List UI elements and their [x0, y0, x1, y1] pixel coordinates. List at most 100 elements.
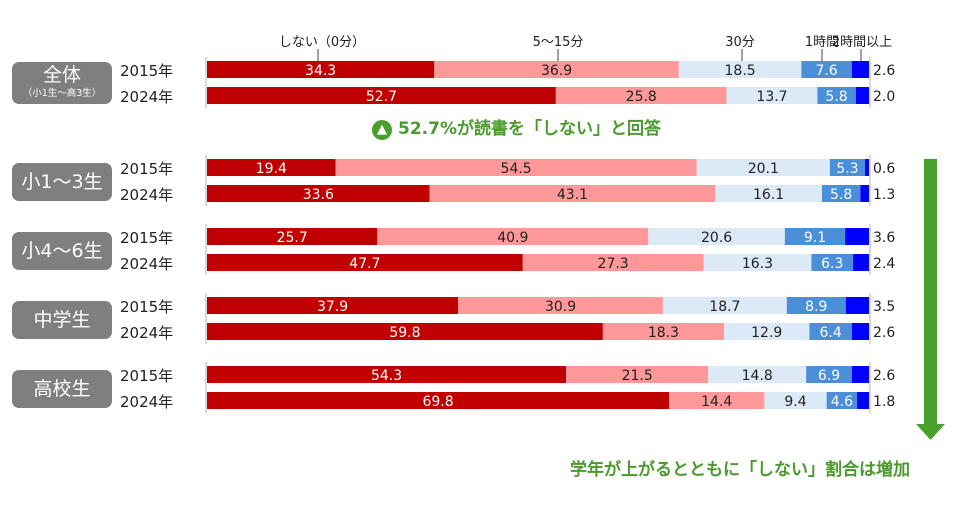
bar-segment [555, 87, 727, 104]
year-label: 2024年 [120, 393, 173, 411]
bar-segment [648, 228, 785, 245]
legend-label: 30分 [725, 35, 755, 50]
data-label: 2.6 [873, 368, 895, 384]
bar-segment [845, 297, 869, 314]
data-label: 54.3 [371, 368, 402, 384]
bar-segment [715, 185, 822, 202]
data-label: 40.9 [497, 230, 528, 246]
year-label: 2015年 [120, 160, 173, 178]
group-sublabel: （小1生～高3生） [22, 88, 102, 99]
year-label: 2024年 [120, 186, 173, 204]
data-label: 47.7 [349, 256, 380, 272]
bar-segment [851, 323, 869, 340]
year-label: 2015年 [120, 367, 173, 385]
data-label: 18.7 [709, 299, 740, 315]
bar-segment [784, 228, 846, 245]
bar-segment [207, 228, 378, 245]
bar-segment [207, 87, 556, 104]
data-label: 1.8 [873, 394, 895, 410]
bar-segment [678, 61, 802, 78]
data-label: 33.6 [303, 187, 334, 203]
bar-segment [669, 392, 765, 409]
data-label: 19.4 [256, 161, 287, 177]
bar-segment [821, 185, 861, 202]
bar-segment [207, 323, 603, 340]
group-label-all: 全体 （小1生～高3生） [12, 62, 112, 104]
data-label: 6.9 [818, 368, 840, 384]
bar-segment [826, 392, 858, 409]
bar-segment [207, 366, 567, 383]
bar-segment [855, 87, 869, 104]
bar-segment [696, 159, 830, 176]
legend-label: しない（0分） [279, 35, 365, 50]
group-label-text: 全体 [42, 64, 81, 86]
year-label: 2015年 [120, 229, 173, 247]
bar-segment [865, 159, 869, 176]
bar-segment [801, 61, 852, 78]
bar-segment [851, 61, 869, 78]
data-label: 1.3 [873, 187, 895, 203]
data-label: 20.6 [701, 230, 732, 246]
bar-segment [429, 185, 716, 202]
data-label: 59.8 [389, 325, 420, 341]
data-label: 36.9 [541, 63, 572, 79]
data-label: 25.7 [277, 230, 308, 246]
data-label: 34.3 [305, 63, 336, 79]
group-label-text: 小1～3生 [21, 171, 103, 193]
data-label: 2.6 [873, 325, 895, 341]
legend-label: 5～15分 [533, 35, 584, 50]
highlight-note: ▲ 52.7%が読書を「しない」と回答 [372, 114, 661, 140]
down-arrow-icon [924, 159, 937, 424]
bar-segment [853, 254, 869, 271]
year-label: 2015年 [120, 62, 173, 80]
data-label: 16.3 [742, 256, 773, 272]
data-label: 5.8 [825, 89, 847, 105]
data-label: 52.7 [366, 89, 397, 105]
data-label: 25.8 [626, 89, 657, 105]
data-label: 18.3 [648, 325, 679, 341]
data-label: 4.6 [831, 394, 853, 410]
bar-segment [845, 228, 869, 245]
bar-segment [335, 159, 697, 176]
group-label-text: 高校生 [33, 378, 91, 400]
data-label: 37.9 [317, 299, 348, 315]
year-label: 2024年 [120, 324, 173, 342]
up-arrow-circle-icon: ▲ [372, 120, 392, 140]
highlight-text: 52.7%が読書を「しない」と回答 [398, 119, 661, 139]
legend-label: 1時間 [805, 35, 839, 50]
data-label: 0.6 [873, 161, 895, 177]
data-label: 14.4 [701, 394, 732, 410]
data-label: 16.1 [753, 187, 784, 203]
bar-segment [207, 61, 435, 78]
data-label: 69.8 [422, 394, 453, 410]
group-label-high-school: 高校生 [12, 370, 112, 408]
data-label: 2.0 [873, 89, 895, 105]
data-label: 8.9 [805, 299, 827, 315]
trend-note: 学年が上がるとともに「しない」割合は増加 [570, 460, 910, 480]
year-label: 2024年 [120, 255, 173, 273]
bar-segment [207, 185, 430, 202]
bar-segment [377, 228, 649, 245]
data-label: 18.5 [725, 63, 756, 79]
data-label: 9.1 [804, 230, 826, 246]
bar-segment [724, 323, 810, 340]
bar-segment [851, 366, 869, 383]
bar-segment [817, 87, 856, 104]
bar-segment [703, 254, 812, 271]
group-label-elem-high: 小4～6生 [12, 232, 112, 270]
bar-segment [434, 61, 679, 78]
data-label: 30.9 [545, 299, 576, 315]
bar-segment [806, 366, 852, 383]
data-label: 6.3 [821, 256, 843, 272]
bar-segment [207, 392, 670, 409]
bar-segment [708, 366, 807, 383]
bar-segment [522, 254, 704, 271]
year-label: 2024年 [120, 88, 173, 106]
data-label: 43.1 [557, 187, 588, 203]
bar-segment [566, 366, 709, 383]
bar-segment [458, 297, 663, 314]
data-label: 3.6 [873, 230, 895, 246]
group-label-text: 小4～6生 [21, 240, 103, 262]
data-label: 54.5 [501, 161, 532, 177]
